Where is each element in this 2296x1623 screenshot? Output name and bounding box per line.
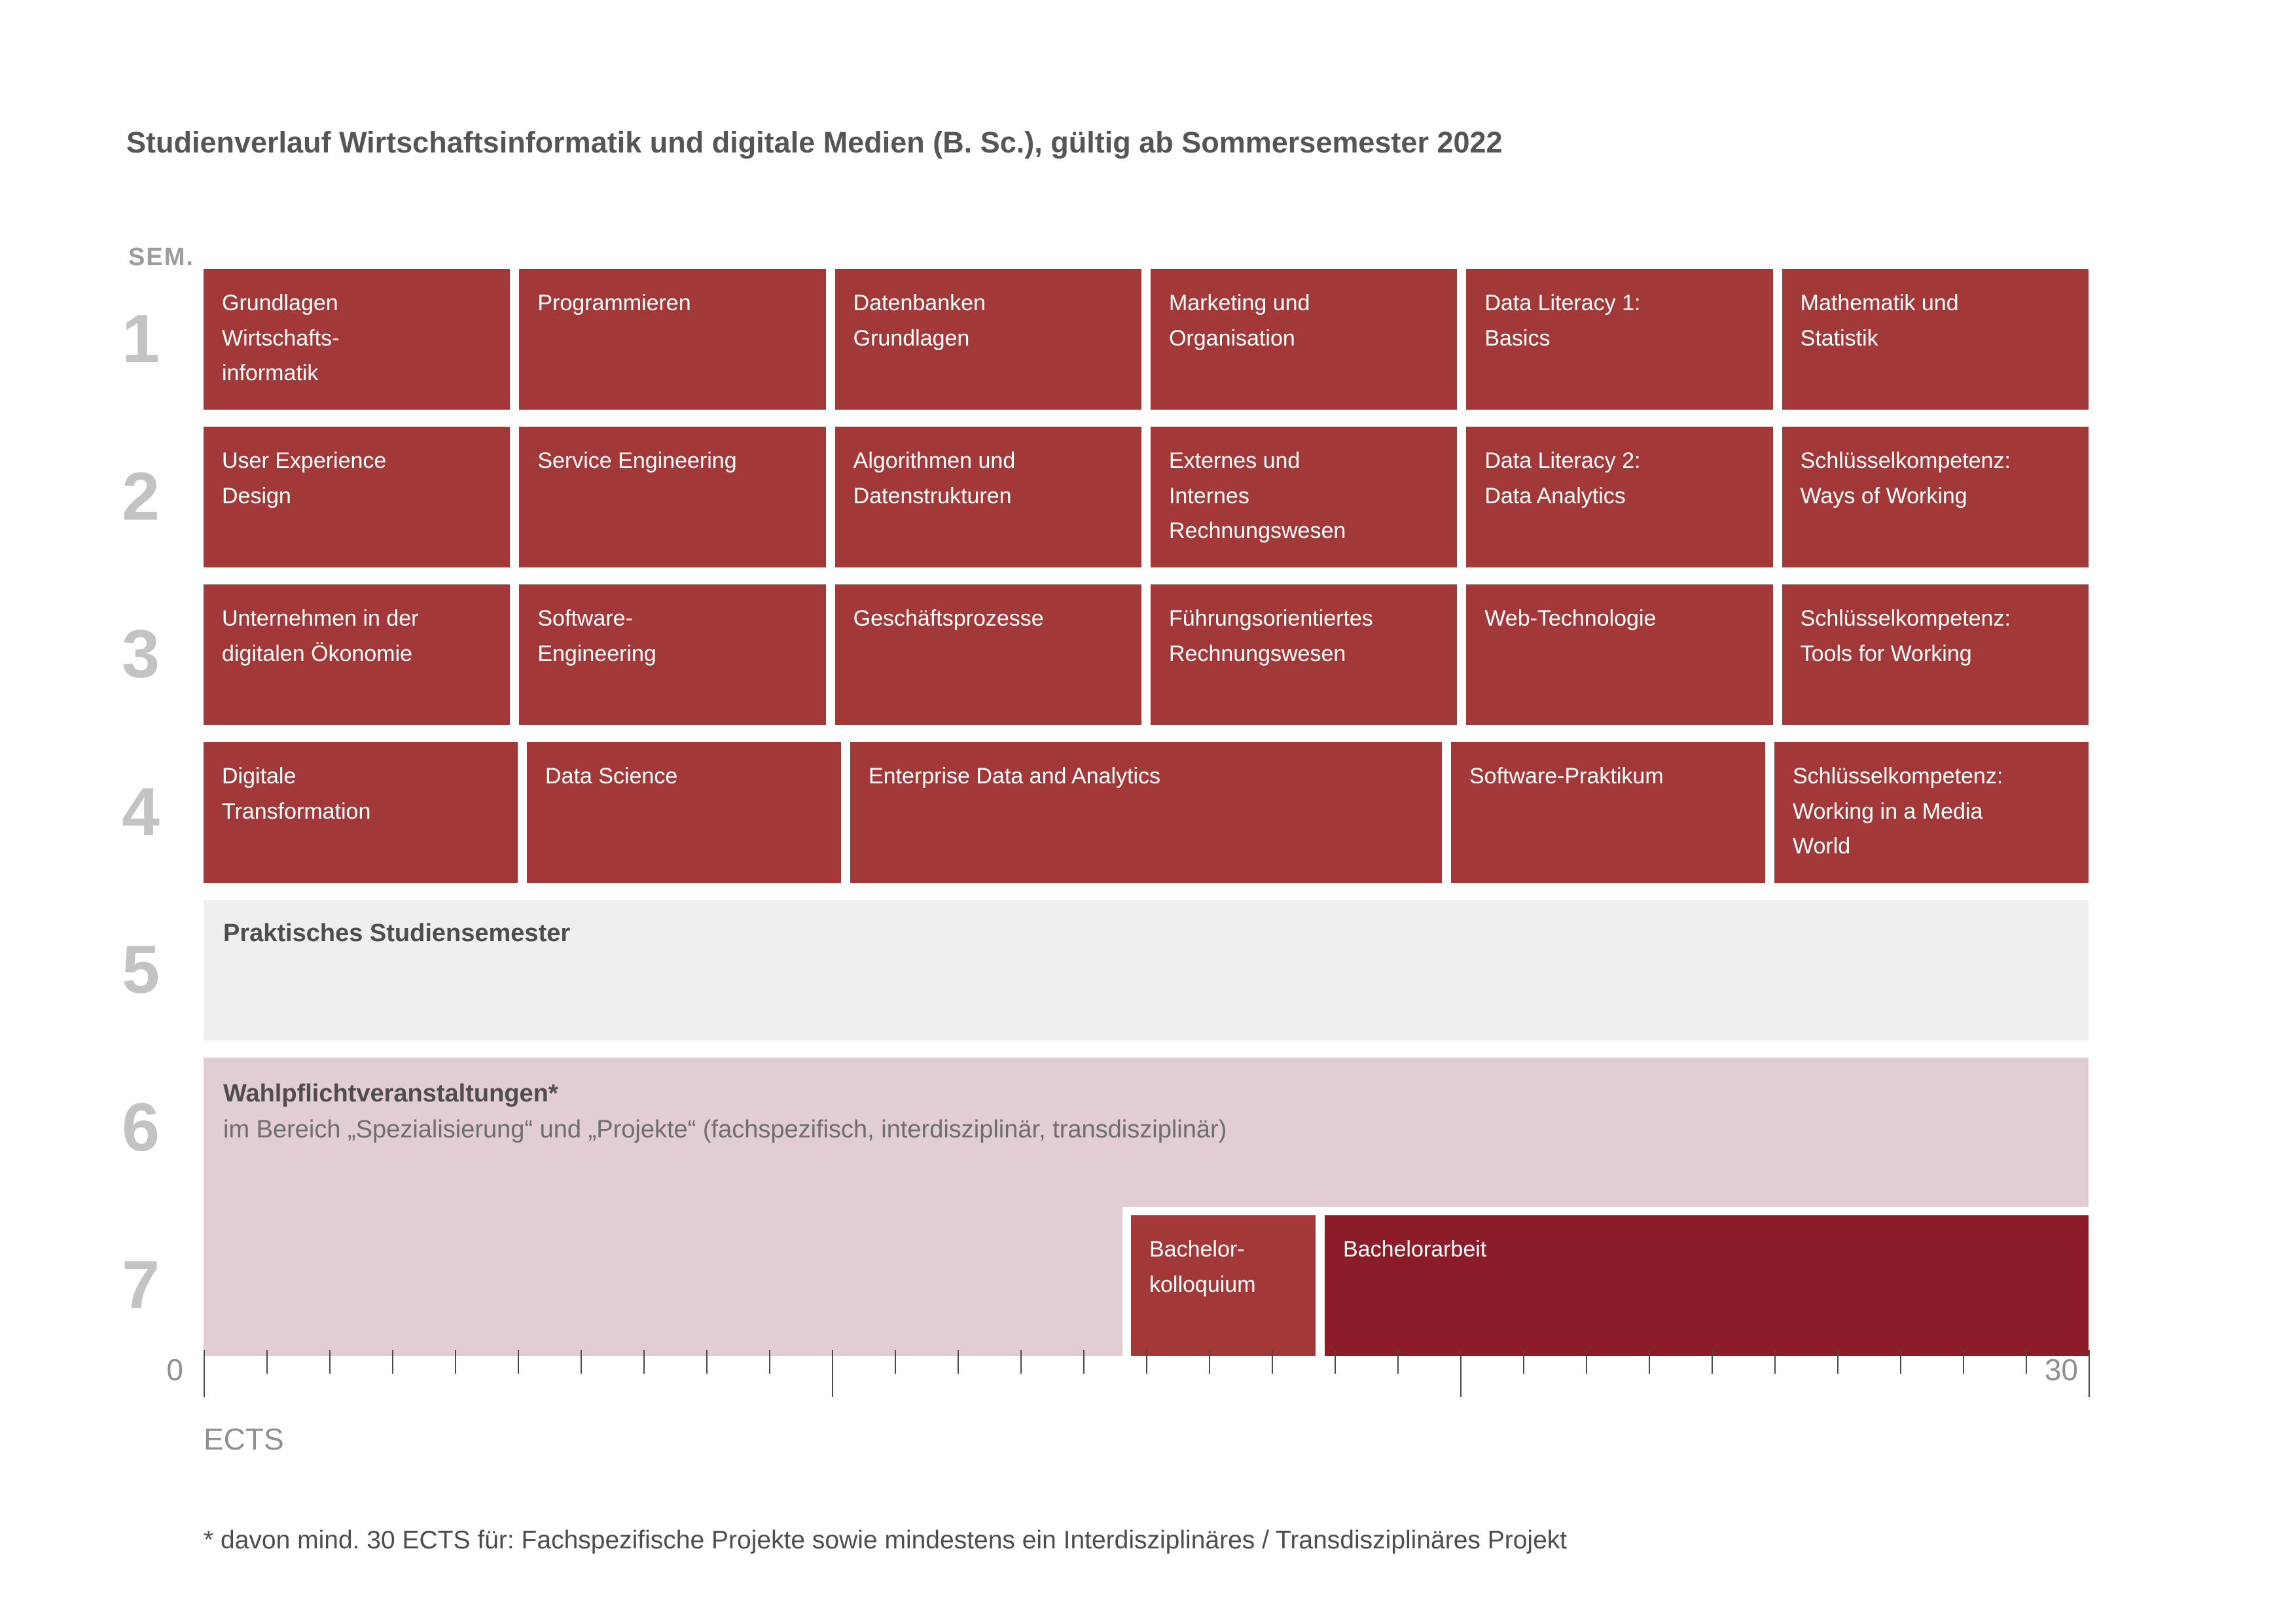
semester-number-6: 6 [122,1090,160,1166]
semester-number-7: 7 [122,1247,160,1323]
course-box: Data Literacy 1: Basics [1466,269,1773,410]
semester-row-3: Unternehmen in der digitalen Ökonomie So… [204,584,2089,725]
semester-row-4: Digitale Transformation Data Science Ent… [204,742,2089,883]
ects-tick [392,1350,393,1374]
ects-tick [2026,1350,2027,1374]
course-box: Grundlagen Wirtschafts- informatik [204,269,511,410]
semester-row-1: Grundlagen Wirtschafts- informatik Progr… [204,269,2089,410]
course-box: Geschäftsprozesse [834,584,1141,725]
ects-tick [643,1350,645,1374]
ects-tick [1963,1350,1964,1374]
ects-tick [1586,1350,1587,1374]
ects-tick [769,1350,770,1374]
ects-tick [1523,1350,1524,1374]
ects-tick [204,1350,205,1397]
internship-label: Praktisches Studiensemester [223,919,571,947]
bachelor-colloquium-box: Bachelor- kolloquium [1131,1215,1316,1356]
ects-tick [1649,1350,1650,1374]
ects-tick [958,1350,959,1374]
course-box: Mathematik und Statistik [1782,269,2089,410]
page-title: Studienverlauf Wirtschaftsinformatik und… [126,126,1503,159]
course-box: Schlüsselkompetenz: Ways of Working [1782,427,2089,567]
ects-tick [1083,1350,1085,1374]
semester-number-4: 4 [122,774,160,850]
semester-number-1: 1 [122,301,160,377]
ects-tick [329,1350,331,1374]
ects-tick [1209,1350,1210,1374]
ects-tick [518,1350,519,1374]
electives-title: Wahlpflichtveranstaltungen* [223,1080,558,1107]
ects-tick [1837,1350,1839,1374]
course-box: Datenbanken Grundlagen [834,269,1141,410]
bachelor-thesis-box: Bachelorarbeit [1325,1215,2089,1356]
course-box: Enterprise Data and Analytics [850,742,1442,883]
course-box: Algorithmen und Datenstrukturen [834,427,1141,567]
course-box: Führungsorientiertes Rechnungswesen [1150,584,1458,725]
course-box: Unternehmen in der digitalen Ökonomie [204,584,511,725]
semester-row-2: User Experience Design Service Engineeri… [204,427,2089,567]
electives-subtitle: im Bereich „Spezialisierung“ und „Projek… [223,1116,1227,1143]
ects-tick [1712,1350,1713,1374]
ects-min-label: 0 [166,1353,183,1387]
ects-tick [1335,1350,1336,1374]
ects-tick [1774,1350,1776,1374]
ects-tick [895,1350,896,1374]
course-box: Marketing und Organisation [1150,269,1458,410]
course-box: Programmieren [519,269,826,410]
ects-max-label: 30 [2044,1353,2078,1387]
semester-number-2: 2 [122,459,160,535]
course-box: Web-Technologie [1466,584,1773,725]
sem-axis-label: SEM. [128,243,194,271]
course-box: Data Literacy 2: Data Analytics [1466,427,1773,567]
course-box: Service Engineering [519,427,826,567]
ects-tick [832,1350,833,1397]
ects-tick [706,1350,708,1374]
ects-tick [1397,1350,1399,1374]
course-box: Data Science [527,742,841,883]
course-box: Schlüsselkompetenz: Tools for Working [1782,584,2089,725]
internship-box: Praktisches Studiensemester [204,900,2089,1041]
course-box: Externes und Internes Rechnungswesen [1150,427,1458,567]
footnote: * davon mind. 30 ECTS für: Fachspezifisc… [204,1526,1568,1554]
semester-number-5: 5 [122,932,160,1008]
course-box: User Experience Design [204,427,511,567]
course-box: Schlüsselkompetenz: Working in a Media W… [1774,742,2089,883]
ects-tick [2089,1350,2090,1397]
ects-tick [1900,1350,1901,1374]
ects-tick [455,1350,456,1374]
ects-ruler [204,1350,2090,1402]
ects-tick [1272,1350,1273,1374]
ects-tick [1146,1350,1147,1374]
course-box: Digitale Transformation [204,742,518,883]
ects-axis-label: ECTS [204,1422,284,1456]
semester-number-3: 3 [122,616,160,692]
ects-tick [581,1350,582,1374]
ects-tick [266,1350,268,1374]
ects-tick [1460,1350,1462,1397]
ects-tick [1020,1350,1022,1374]
course-box: Software-Praktikum [1451,742,1765,883]
course-box: Software- Engineering [519,584,826,725]
